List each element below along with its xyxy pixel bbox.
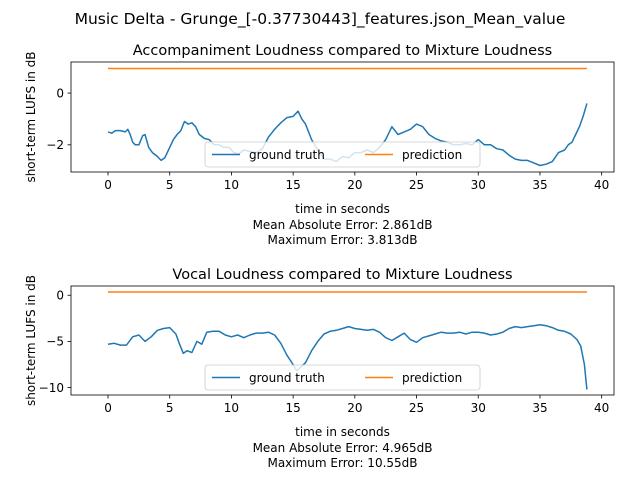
y-tick-label: 0 (56, 86, 64, 100)
x-tick-label: 30 (471, 401, 486, 415)
x-tick-label: 5 (166, 178, 174, 192)
x-tick-label: 25 (409, 178, 424, 192)
chart-title: Accompaniment Loudness compared to Mixtu… (133, 43, 552, 59)
error-stat-line: Maximum Error: 10.55dB (267, 456, 417, 470)
x-tick-label: 5 (166, 401, 174, 415)
legend-label: prediction (402, 371, 462, 385)
x-tick-label: 20 (347, 178, 362, 192)
chart-title: Vocal Loudness compared to Mixture Loudn… (172, 267, 512, 283)
plot-area (70, 61, 615, 173)
y-tick-label: −5 (46, 335, 64, 349)
x-tick-label: 25 (409, 401, 424, 415)
y-tick-label: 0 (56, 289, 64, 303)
x-tick-label: 40 (594, 401, 609, 415)
x-tick-label: 30 (471, 178, 486, 192)
x-tick-label: 35 (532, 401, 547, 415)
legend-frame (204, 141, 481, 168)
error-stat-line: Maximum Error: 3.813dB (267, 233, 417, 247)
series-line-ground-truth (107, 324, 588, 390)
vocal-chart: Vocal Loudness compared to Mixture Loudn… (24, 267, 615, 470)
series-group (107, 291, 588, 390)
y-tick-label: −10 (39, 381, 64, 395)
legend: ground truth prediction (204, 141, 481, 168)
legend-frame (204, 364, 481, 391)
error-stat-line: Mean Absolute Error: 2.861dB (253, 218, 433, 232)
x-axis-label: time in seconds (295, 425, 390, 439)
error-stat-line: Mean Absolute Error: 4.965dB (253, 441, 433, 455)
legend-label: ground truth (249, 148, 325, 162)
x-tick-label: 15 (285, 401, 300, 415)
legend-label: prediction (402, 148, 462, 162)
figure-suptitle: Music Delta - Grunge_[-0.37730443]_featu… (75, 10, 566, 29)
x-axis-label: time in seconds (295, 202, 390, 216)
x-tick-label: 10 (224, 178, 239, 192)
legend-label: ground truth (249, 371, 325, 385)
x-tick-label: 35 (532, 178, 547, 192)
x-tick-label: 20 (347, 401, 362, 415)
y-tick-label: −2 (46, 138, 64, 152)
x-tick-label: 15 (285, 178, 300, 192)
plot-area (70, 285, 615, 396)
x-tick-label: 0 (104, 401, 112, 415)
y-axis-label: short-term LUFS in dB (24, 51, 38, 182)
x-tick-label: 40 (594, 178, 609, 192)
x-tick-label: 0 (104, 178, 112, 192)
legend: ground truth prediction (204, 364, 481, 391)
accompaniment-chart: Accompaniment Loudness compared to Mixtu… (24, 43, 615, 247)
x-tick-label: 10 (224, 401, 239, 415)
y-axis-label: short-term LUFS in dB (24, 275, 38, 406)
